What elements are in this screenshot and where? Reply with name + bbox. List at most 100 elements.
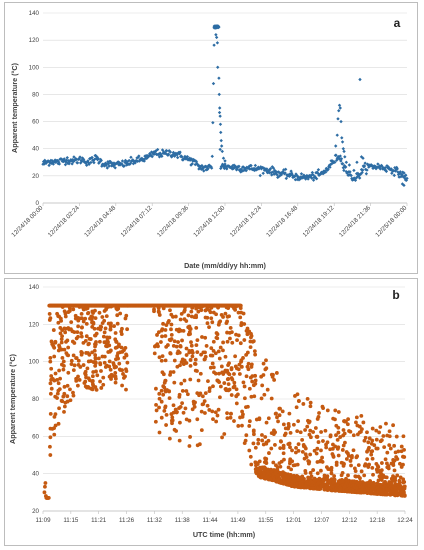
data-point [372, 481, 377, 486]
data-point [353, 469, 358, 474]
data-point [150, 154, 154, 159]
data-point [396, 172, 401, 177]
data-point [125, 360, 130, 365]
data-point [326, 167, 330, 172]
data-point [60, 157, 64, 161]
data-point [333, 408, 338, 413]
data-point [303, 452, 308, 457]
data-point [43, 484, 47, 489]
data-point [232, 380, 237, 385]
data-point [59, 337, 64, 342]
data-point [348, 459, 353, 463]
chart-panel-a: 0 20 40 60 80 100 120 140 12/24/18 00:00 12/24/18… [4, 2, 418, 274]
data-point [218, 345, 223, 350]
data-point [288, 431, 293, 435]
data-point [65, 155, 69, 160]
data-point [65, 383, 70, 388]
x-tick-label: 11:32 [147, 517, 163, 524]
data-point [188, 435, 192, 439]
data-point [209, 346, 214, 351]
data-point [325, 440, 330, 445]
data-point [179, 381, 184, 386]
data-point [52, 354, 57, 359]
data-point [197, 442, 202, 447]
data-point [199, 428, 204, 433]
data-point [90, 380, 95, 384]
data-point [393, 165, 397, 170]
data-point [329, 465, 334, 470]
data-point [125, 327, 130, 332]
data-point [61, 158, 65, 162]
data-point [178, 363, 182, 368]
data-point [318, 458, 323, 463]
data-point [214, 331, 219, 335]
data-point [391, 423, 395, 428]
data-point [261, 361, 266, 366]
data-point [187, 350, 192, 355]
data-point [161, 372, 166, 377]
data-point [308, 400, 313, 405]
data-point [229, 393, 234, 397]
data-point [362, 473, 367, 478]
data-point [56, 388, 61, 393]
data-point [250, 379, 255, 384]
data-point [113, 166, 117, 170]
data-point [262, 392, 267, 397]
data-point [374, 428, 379, 433]
data-point [288, 472, 293, 477]
data-point [168, 370, 173, 375]
data-point [206, 166, 210, 171]
data-point [343, 440, 347, 445]
data-point [156, 330, 161, 335]
data-point [332, 474, 337, 478]
data-point [365, 430, 369, 435]
data-point [394, 455, 399, 459]
data-point [155, 333, 159, 337]
data-point [257, 459, 262, 464]
y-tick-label: 100 [29, 64, 40, 71]
data-point [357, 174, 361, 178]
data-point [266, 438, 271, 443]
data-point [105, 338, 110, 343]
data-point [51, 161, 55, 165]
data-point [260, 438, 265, 443]
data-point [216, 349, 221, 354]
data-point [244, 374, 249, 379]
data-point [159, 340, 163, 344]
data-point [108, 348, 113, 353]
data-point [169, 322, 174, 327]
data-point [102, 354, 107, 359]
data-point [182, 308, 187, 313]
data-point [82, 381, 87, 385]
data-point [152, 309, 156, 314]
data-point [86, 359, 91, 364]
data-point [218, 114, 222, 118]
data-point [354, 415, 359, 420]
data-point [115, 354, 120, 358]
data-point [216, 65, 220, 69]
data-point [347, 163, 352, 167]
data-point [42, 490, 47, 495]
data-point [232, 384, 237, 389]
data-point [71, 159, 76, 164]
data-point [155, 147, 160, 152]
data-point [67, 305, 72, 309]
data-point [66, 326, 71, 330]
data-point [124, 353, 129, 358]
data-point [174, 344, 179, 349]
data-point [217, 92, 221, 97]
data-point [194, 313, 198, 318]
data-point [86, 311, 91, 315]
data-point [316, 168, 321, 172]
y-tick-label: 100 [29, 359, 40, 366]
data-point [115, 313, 120, 318]
data-point [93, 356, 98, 361]
data-point [76, 318, 81, 323]
data-point [311, 178, 316, 182]
data-point [334, 463, 339, 467]
data-point [382, 445, 387, 450]
data-point [93, 353, 98, 357]
data-point [142, 159, 147, 163]
data-point [245, 332, 250, 337]
data-point [377, 468, 382, 473]
